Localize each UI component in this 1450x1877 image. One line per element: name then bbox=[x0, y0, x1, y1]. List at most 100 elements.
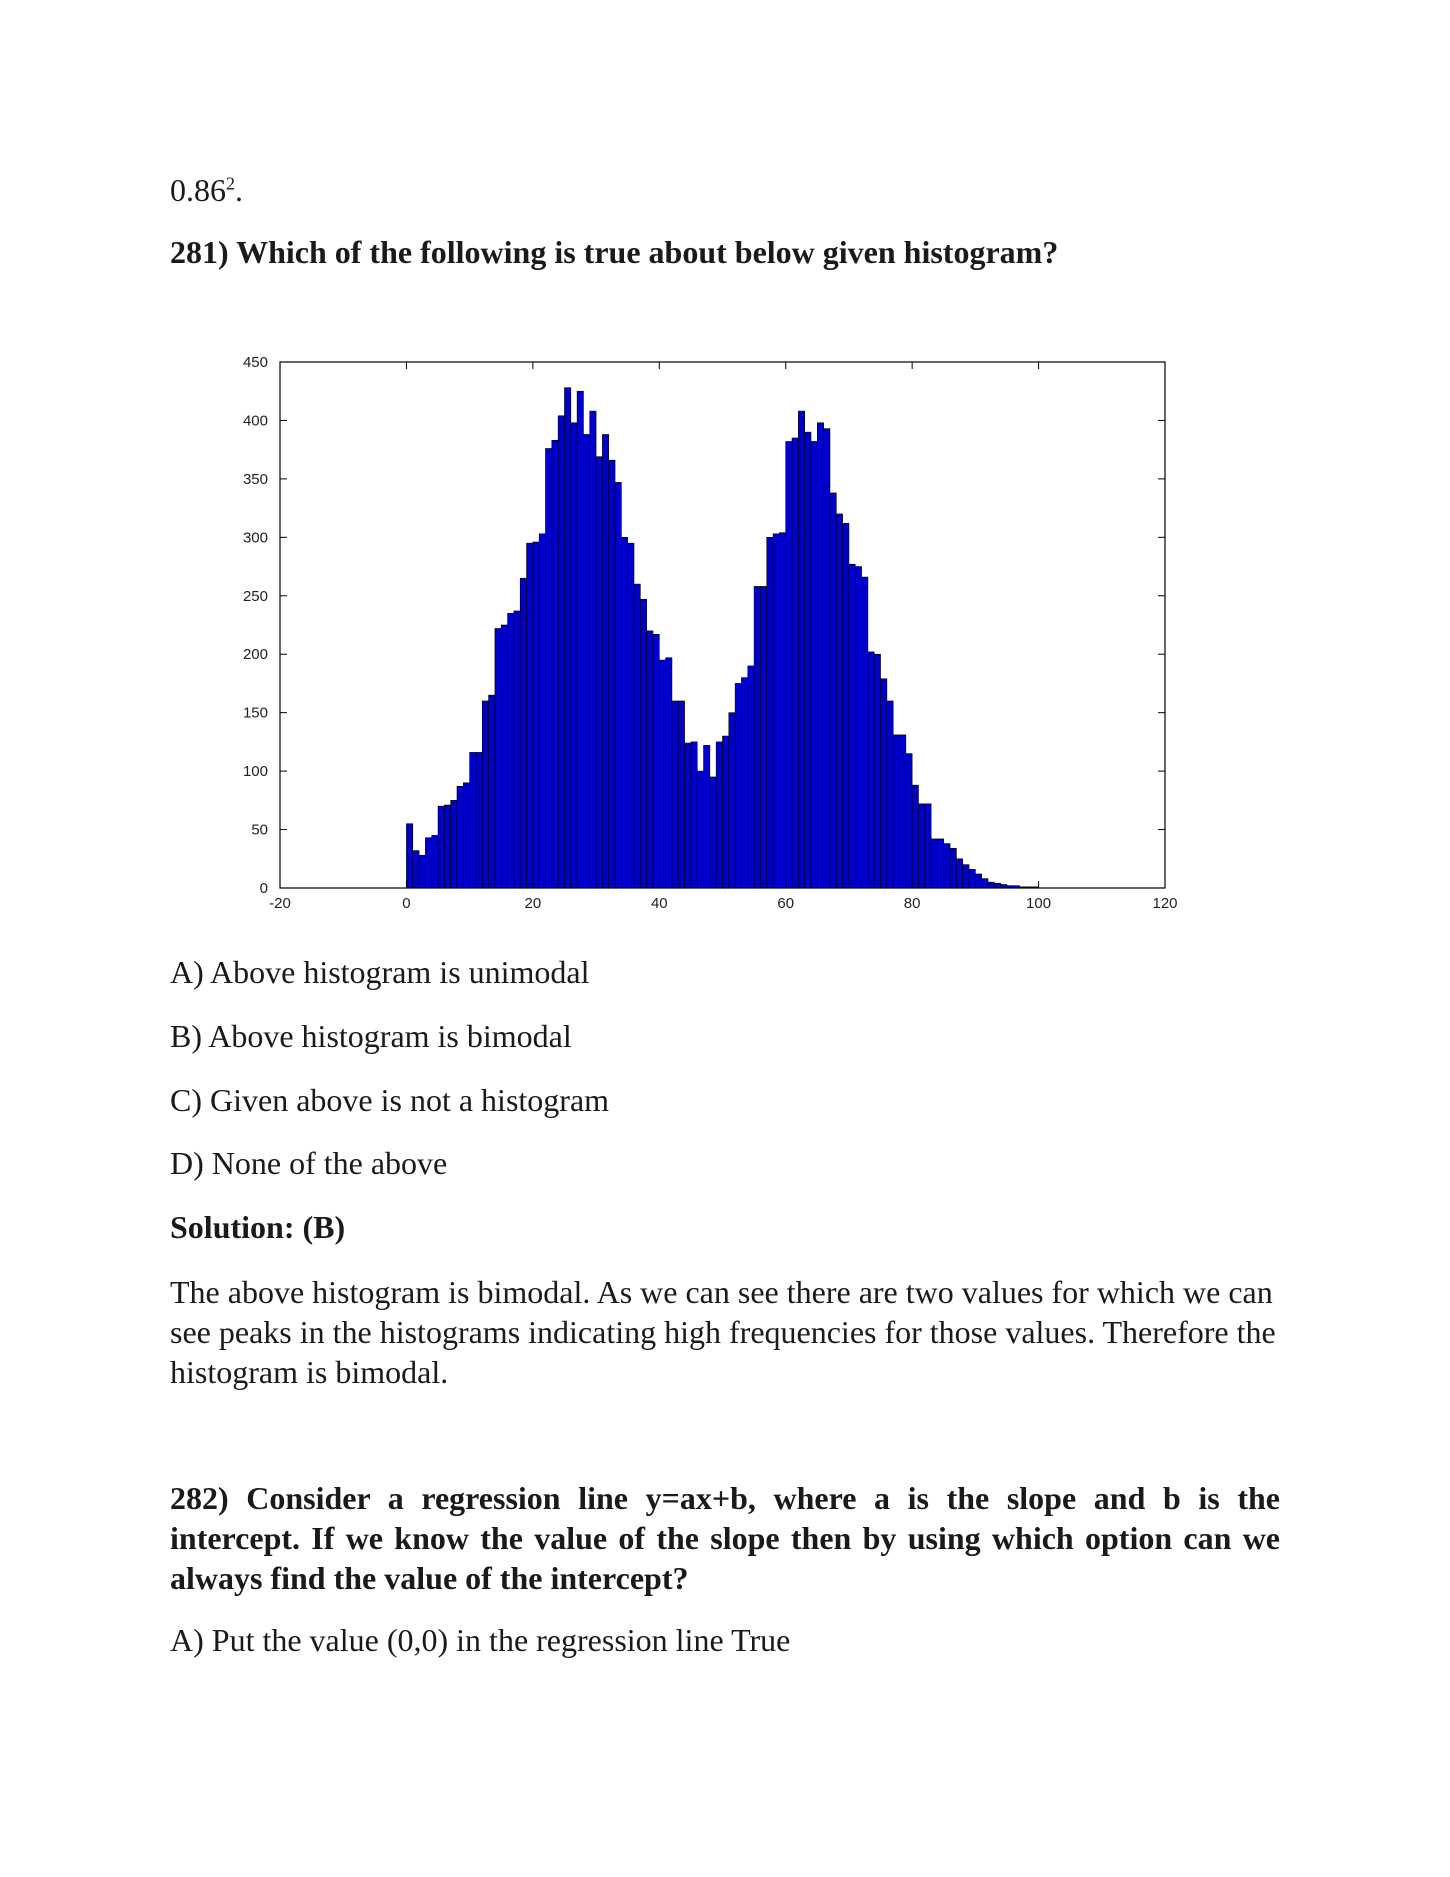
histogram-bar bbox=[779, 532, 787, 889]
histogram-bar bbox=[564, 387, 572, 889]
histogram-bar bbox=[968, 868, 976, 889]
y-tick-label: 50 bbox=[251, 822, 268, 839]
histogram-bar bbox=[570, 422, 578, 889]
histogram-bar bbox=[652, 634, 660, 889]
histogram-bar bbox=[507, 613, 515, 889]
q281-explanation: The above histogram is bimodal. As we ca… bbox=[170, 1274, 1276, 1390]
histogram-bar bbox=[728, 712, 736, 889]
previous-answer-fragment: 0.862. bbox=[170, 170, 243, 210]
x-tick-label: 0 bbox=[402, 895, 410, 912]
previous-answer-suffix: . bbox=[235, 172, 243, 208]
histogram-bar bbox=[431, 835, 439, 889]
histogram-bar bbox=[456, 786, 464, 889]
histogram-bar bbox=[981, 878, 989, 889]
y-tick-label: 300 bbox=[243, 529, 268, 546]
question-282-title: 282) Consider a regression line y=ax+b, … bbox=[170, 1480, 1280, 1596]
histogram-bar bbox=[583, 434, 591, 889]
y-tick-label: 350 bbox=[243, 471, 268, 488]
histogram-bar bbox=[804, 431, 812, 889]
histogram-bar bbox=[741, 677, 749, 889]
question-281-title: 281) Which of the following is true abou… bbox=[170, 234, 1059, 270]
histogram-bar bbox=[481, 700, 489, 889]
histogram-bar bbox=[962, 864, 970, 889]
plot-frame bbox=[279, 361, 1166, 889]
histogram-bar bbox=[602, 434, 610, 889]
histogram-bar bbox=[760, 586, 768, 889]
histogram-bar bbox=[519, 577, 527, 889]
histogram-bar bbox=[823, 428, 831, 889]
histogram-bar bbox=[772, 533, 780, 889]
histogram-bar bbox=[437, 805, 445, 889]
histogram-bar bbox=[734, 683, 742, 889]
histogram-bar bbox=[595, 456, 603, 889]
histogram-bar bbox=[892, 734, 900, 889]
histogram-bar bbox=[538, 533, 546, 889]
x-tick-label: 20 bbox=[525, 895, 542, 912]
x-tick-label: 60 bbox=[777, 895, 794, 912]
histogram-bar bbox=[873, 653, 881, 889]
histogram-bar bbox=[589, 410, 597, 889]
y-tick-label: 250 bbox=[243, 588, 268, 605]
histogram-bar bbox=[469, 752, 477, 889]
histogram-bar bbox=[810, 441, 818, 889]
histogram-bar bbox=[640, 598, 647, 889]
previous-answer-value: 0.86 bbox=[170, 172, 226, 208]
histogram-bar bbox=[937, 838, 945, 889]
histogram-bar bbox=[854, 566, 862, 889]
q282-option-a: A) Put the value (0,0) in the regression… bbox=[170, 1622, 791, 1658]
histogram-bar bbox=[905, 753, 913, 889]
histogram-bar bbox=[576, 390, 584, 889]
histogram-bar bbox=[899, 734, 907, 889]
histogram-bar bbox=[911, 784, 919, 889]
histogram-bar bbox=[633, 583, 641, 889]
histogram-bar bbox=[703, 745, 711, 889]
histogram-bar bbox=[918, 803, 926, 889]
histogram-bar bbox=[513, 610, 521, 889]
histogram-bar bbox=[975, 873, 982, 889]
histogram-bar bbox=[880, 678, 888, 889]
x-tick-label: -20 bbox=[269, 895, 291, 912]
q281-option-c: C) Given above is not a histogram bbox=[170, 1082, 610, 1118]
histogram-bar bbox=[785, 441, 793, 889]
histogram-bar bbox=[747, 665, 755, 889]
histogram-bar bbox=[475, 752, 483, 889]
histogram-bar bbox=[551, 440, 559, 889]
histogram-bar bbox=[614, 482, 622, 889]
histogram-bar bbox=[842, 523, 850, 889]
histogram-bar bbox=[658, 659, 666, 889]
histogram-bar bbox=[949, 847, 957, 889]
histogram-bar bbox=[671, 700, 679, 889]
histogram-bar bbox=[722, 735, 730, 889]
histogram-bar bbox=[646, 630, 654, 889]
x-tick-label: 120 bbox=[1152, 895, 1177, 912]
histogram-bar bbox=[450, 800, 458, 889]
histogram-bar bbox=[848, 563, 856, 889]
y-tick-label: 200 bbox=[243, 646, 268, 663]
histogram-bar bbox=[861, 576, 869, 889]
histogram-bar bbox=[500, 624, 508, 889]
x-tick-label: 40 bbox=[651, 895, 668, 912]
x-tick-label: 100 bbox=[1026, 895, 1051, 912]
histogram-bar bbox=[994, 883, 1001, 889]
histogram-bar bbox=[715, 741, 723, 889]
histogram-bar bbox=[930, 838, 938, 889]
histogram-bar bbox=[444, 804, 451, 889]
histogram-bar bbox=[545, 448, 553, 889]
histogram-bar bbox=[709, 776, 717, 889]
histogram-bar bbox=[425, 837, 433, 889]
x-tick-label: 80 bbox=[904, 895, 921, 912]
histogram-bar bbox=[753, 586, 761, 889]
q281-option-a: A) Above histogram is unimodal bbox=[170, 954, 590, 990]
histogram-bar bbox=[798, 410, 805, 889]
histogram-bar bbox=[817, 422, 824, 889]
histogram-bar bbox=[627, 542, 635, 889]
histogram-bar bbox=[766, 537, 774, 889]
histogram-bar bbox=[608, 459, 616, 889]
histogram-bar bbox=[886, 700, 894, 889]
histogram-bar bbox=[488, 694, 496, 889]
histogram-bar bbox=[987, 881, 995, 889]
histogram-bar bbox=[557, 415, 565, 889]
histogram-bar bbox=[532, 541, 540, 889]
histogram-bar bbox=[621, 537, 628, 889]
